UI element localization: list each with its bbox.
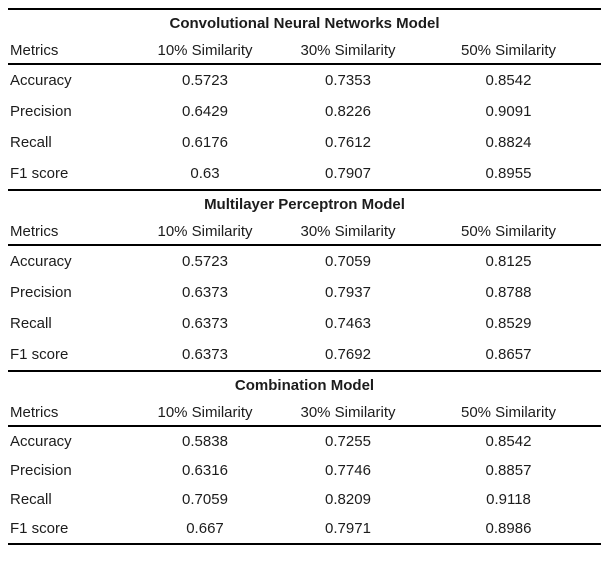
- metric-value: 0.6373: [182, 346, 228, 363]
- metric-value: 0.5723: [182, 72, 228, 89]
- metric-label: Accuracy: [10, 433, 72, 450]
- table-title: Multilayer Perceptron Model: [204, 196, 405, 213]
- metric-value: 0.8986: [485, 520, 532, 537]
- metric-value: 0.8657: [485, 346, 532, 363]
- metric-value: 0.5838: [182, 433, 228, 450]
- metric-label: Recall: [10, 134, 52, 151]
- metric-value: 0.7059: [325, 253, 371, 270]
- table-row: Accuracy 0.5723 0.7353 0.8542: [8, 65, 601, 96]
- metric-label: Recall: [10, 315, 52, 332]
- metric-value: 0.7746: [325, 462, 371, 479]
- metric-value: 0.7255: [325, 433, 371, 450]
- header-10-similarity: 10% Similarity: [157, 41, 253, 59]
- header-10-similarity: 10% Similarity: [157, 222, 253, 240]
- metric-value: 0.9118: [486, 491, 531, 508]
- model-table-mlp: Multilayer Perceptron Model Metrics 10% …: [8, 189, 601, 370]
- header-metrics: Metrics: [10, 403, 59, 421]
- table-row: Accuracy 0.5838 0.7255 0.8542: [8, 427, 601, 456]
- metric-value: 0.6429: [182, 103, 228, 120]
- metric-value: 0.8529: [485, 315, 532, 332]
- metric-value: 0.7463: [325, 315, 371, 332]
- table-row: Precision 0.6429 0.8226 0.9091: [8, 96, 601, 127]
- metric-value: 0.8824: [485, 134, 532, 151]
- table-header-row: Metrics 10% Similarity 30% Similarity 50…: [8, 218, 601, 246]
- metric-value: 0.8226: [325, 103, 371, 120]
- table-row: F1 score 0.6373 0.7692 0.8657: [8, 339, 601, 370]
- metric-value: 0.8542: [485, 72, 532, 89]
- metric-value: 0.8209: [325, 491, 371, 508]
- metric-value: 0.7612: [325, 134, 371, 151]
- table-header-row: Metrics 10% Similarity 30% Similarity 50…: [8, 37, 601, 65]
- table-row: Recall 0.7059 0.8209 0.9118: [8, 485, 601, 514]
- table-row: Recall 0.6373 0.7463 0.8529: [8, 308, 601, 339]
- metric-value: 0.6373: [182, 315, 228, 332]
- metric-value: 0.8955: [485, 165, 532, 182]
- table-row: Precision 0.6316 0.7746 0.8857: [8, 456, 601, 485]
- header-50-similarity: 50% Similarity: [460, 403, 557, 421]
- metric-value: 0.8857: [485, 462, 532, 479]
- metric-value: 0.7692: [325, 346, 371, 363]
- table-title: Combination Model: [234, 377, 375, 394]
- model-table-cnn: Convolutional Neural Networks Model Metr…: [8, 8, 601, 189]
- metric-label: Recall: [10, 491, 52, 508]
- metric-label: Precision: [10, 103, 72, 120]
- header-10-similarity: 10% Similarity: [157, 403, 253, 421]
- metric-value: 0.9091: [485, 103, 532, 120]
- header-30-similarity: 30% Similarity: [300, 403, 396, 421]
- metric-label: F1 score: [10, 346, 69, 363]
- table-title: Convolutional Neural Networks Model: [169, 15, 440, 32]
- metric-label: Precision: [10, 284, 72, 301]
- table-header-row: Metrics 10% Similarity 30% Similarity 50…: [8, 399, 601, 427]
- metric-value: 0.7353: [325, 72, 371, 89]
- metric-value: 0.8542: [485, 433, 532, 450]
- metric-value: 0.7937: [325, 284, 371, 301]
- metric-value: 0.667: [186, 520, 224, 537]
- table-row: F1 score 0.63 0.7907 0.8955: [8, 158, 601, 189]
- metric-value: 0.8788: [485, 284, 532, 301]
- metric-label: Accuracy: [10, 253, 72, 270]
- metric-value: 0.7059: [182, 491, 228, 508]
- metric-value: 0.7907: [325, 165, 371, 182]
- model-table-combination: Combination Model Metrics 10% Similarity…: [8, 370, 601, 545]
- header-50-similarity: 50% Similarity: [460, 222, 557, 240]
- metric-value: 0.6176: [182, 134, 228, 151]
- header-30-similarity: 30% Similarity: [300, 222, 396, 240]
- metric-label: Precision: [10, 462, 72, 479]
- header-metrics: Metrics: [10, 41, 59, 59]
- header-metrics: Metrics: [10, 222, 59, 240]
- metric-value: 0.6373: [182, 284, 228, 301]
- metric-value: 0.7971: [325, 520, 371, 537]
- metrics-figure: Convolutional Neural Networks Model Metr…: [8, 8, 601, 545]
- metric-label: F1 score: [10, 165, 69, 182]
- metric-label: F1 score: [10, 520, 69, 537]
- table-row: Precision 0.6373 0.7937 0.8788: [8, 277, 601, 308]
- header-30-similarity: 30% Similarity: [300, 41, 396, 59]
- table-row: Accuracy 0.5723 0.7059 0.8125: [8, 246, 601, 277]
- table-row: Recall 0.6176 0.7612 0.8824: [8, 127, 601, 158]
- table-row: F1 score 0.667 0.7971 0.8986: [8, 514, 601, 543]
- metric-value: 0.5723: [182, 253, 228, 270]
- metric-value: 0.8125: [485, 253, 532, 270]
- metric-label: Accuracy: [10, 72, 72, 89]
- header-50-similarity: 50% Similarity: [460, 41, 557, 59]
- metric-value: 0.63: [190, 165, 220, 182]
- metric-value: 0.6316: [182, 462, 228, 479]
